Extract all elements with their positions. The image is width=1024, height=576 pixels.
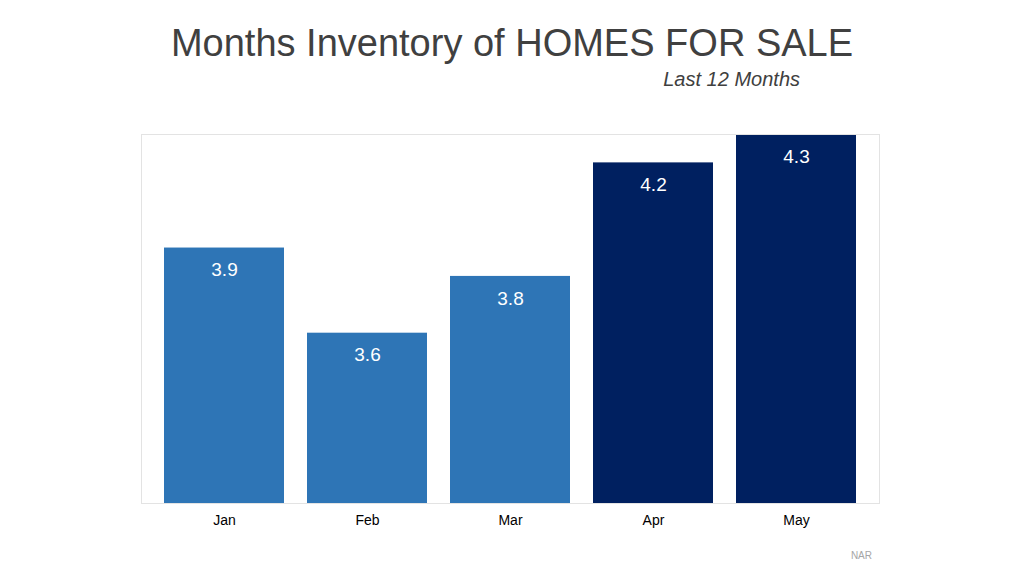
svg-text:Feb: Feb bbox=[355, 512, 379, 528]
svg-text:May: May bbox=[783, 512, 809, 528]
svg-text:3.6: 3.6 bbox=[354, 344, 380, 365]
svg-text:Mar: Mar bbox=[498, 512, 522, 528]
svg-text:3.9: 3.9 bbox=[211, 259, 237, 280]
svg-text:4.2: 4.2 bbox=[640, 174, 666, 195]
html-text:NAR: NAR bbox=[850, 550, 872, 561]
svg-text:3.8: 3.8 bbox=[497, 288, 523, 309]
html-text:Months Inventory of HOMES FOR: Months Inventory of HOMES FOR SALE bbox=[170, 22, 854, 64]
svg-text:4.3: 4.3 bbox=[783, 146, 809, 167]
html-text:Last 12 Months: Last 12 Months bbox=[663, 68, 800, 90]
svg-text:Apr: Apr bbox=[643, 512, 665, 528]
svg-text:Jan: Jan bbox=[213, 512, 236, 528]
